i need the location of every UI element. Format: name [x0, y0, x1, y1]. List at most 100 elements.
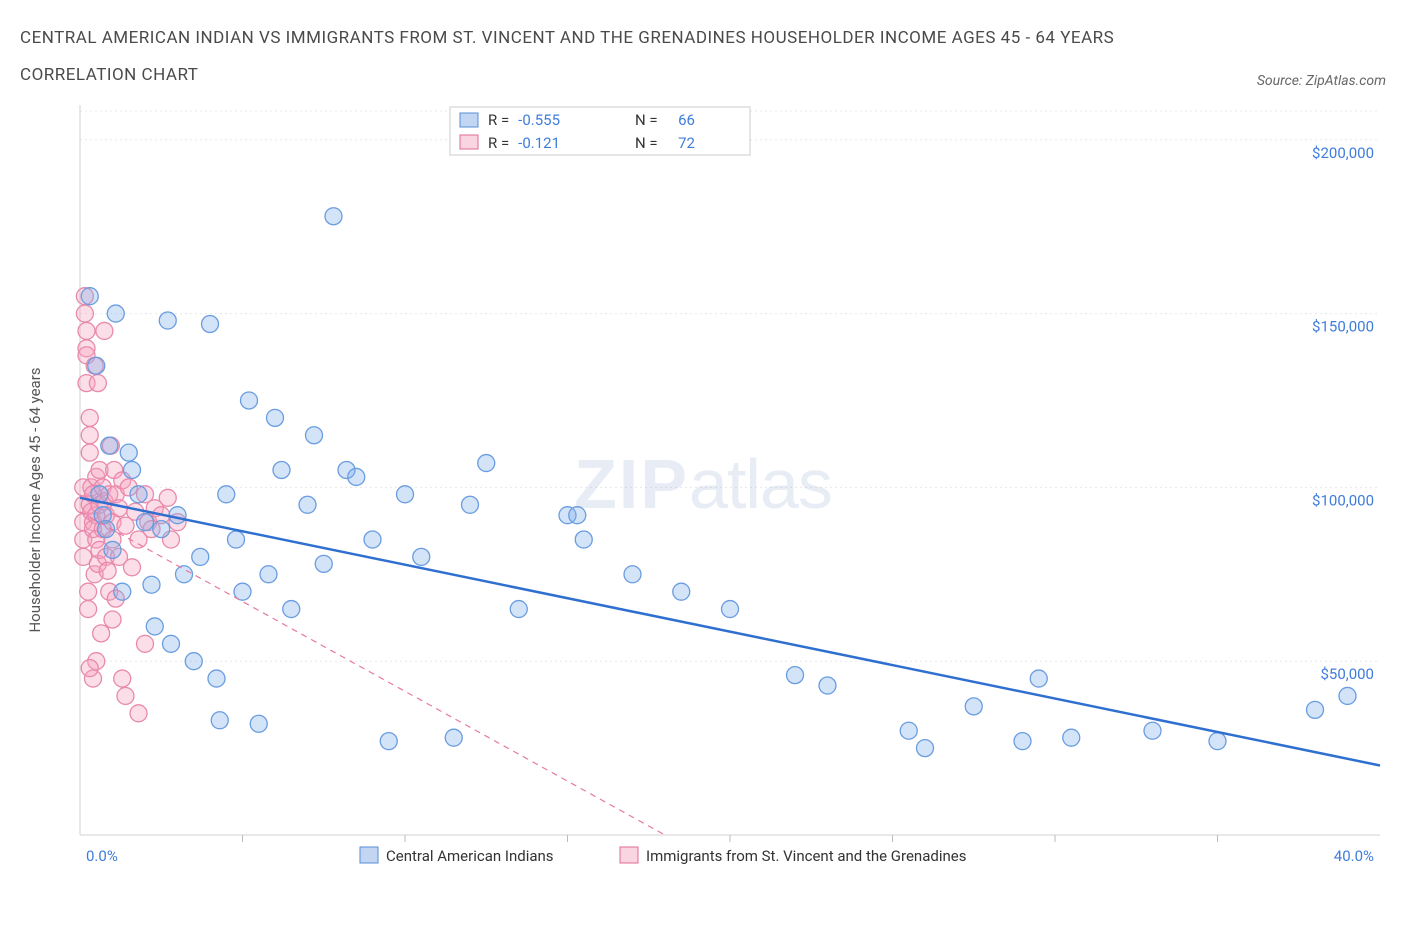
data-point: [81, 287, 98, 304]
header: CENTRAL AMERICAN INDIAN VS IMMIGRANTS FR…: [20, 20, 1386, 95]
data-point: [120, 444, 137, 461]
data-point: [137, 635, 154, 652]
data-point: [159, 312, 176, 329]
data-point: [114, 583, 131, 600]
data-point: [250, 715, 267, 732]
y-tick-label: $100,000: [1312, 491, 1374, 509]
data-point: [81, 409, 98, 426]
data-point: [273, 461, 290, 478]
data-point: [413, 548, 430, 565]
data-point: [260, 566, 277, 583]
data-point: [1063, 729, 1080, 746]
data-point: [124, 461, 141, 478]
svg-text:66: 66: [678, 111, 695, 129]
data-point: [80, 600, 97, 617]
data-point: [787, 666, 804, 683]
data-point: [93, 625, 110, 642]
data-point: [192, 548, 209, 565]
data-point: [380, 732, 397, 749]
data-point: [159, 489, 176, 506]
y-axis-label: Householder Income Ages 45 - 64 years: [26, 367, 44, 632]
data-point: [130, 705, 147, 722]
data-point: [325, 208, 342, 225]
data-point: [153, 520, 170, 537]
data-point: [176, 566, 193, 583]
data-point: [364, 531, 381, 548]
data-point: [81, 427, 98, 444]
svg-text:R =: R =: [488, 111, 509, 129]
svg-text:N =: N =: [635, 134, 658, 152]
data-point: [397, 486, 414, 503]
data-point: [445, 729, 462, 746]
data-point: [478, 454, 495, 471]
data-point: [96, 322, 113, 339]
data-point: [163, 635, 180, 652]
data-point: [81, 444, 98, 461]
data-point: [722, 600, 739, 617]
data-point: [965, 698, 982, 715]
data-point: [1307, 701, 1324, 718]
data-point: [348, 468, 365, 485]
y-tick-label: $50,000: [1320, 665, 1374, 683]
data-point: [211, 712, 228, 729]
data-point: [114, 670, 131, 687]
data-point: [130, 486, 147, 503]
svg-text:N =: N =: [635, 111, 658, 129]
data-point: [283, 600, 300, 617]
data-point: [306, 427, 323, 444]
chart-container: ZIPatlas $50,000$100,000$150,000$200,000…: [20, 105, 1386, 895]
data-point: [917, 739, 934, 756]
data-point: [89, 374, 106, 391]
legend-bottom: Central American Indians Immigrants from …: [360, 847, 966, 865]
data-point: [101, 437, 118, 454]
scatter-chart: $50,000 $100,000 $150,000 $200,000 0.0% 40.0%…: [20, 105, 1386, 895]
source-label: Source: ZipAtlas.com: [1257, 73, 1386, 95]
data-point: [117, 687, 134, 704]
data-point: [819, 677, 836, 694]
data-point: [569, 506, 586, 523]
x-tick-label: 40.0%: [1334, 847, 1374, 865]
data-point: [1014, 732, 1031, 749]
data-point: [81, 659, 98, 676]
data-point: [80, 583, 97, 600]
regression-line-blue: [80, 498, 1380, 766]
data-point: [241, 392, 258, 409]
data-point: [143, 576, 160, 593]
svg-text:Central American Indians: Central American Indians: [386, 847, 554, 865]
data-point: [1144, 722, 1161, 739]
data-point: [78, 322, 95, 339]
svg-text:-0.121: -0.121: [518, 134, 560, 152]
data-point: [624, 566, 641, 583]
data-point: [315, 555, 332, 572]
data-point: [104, 611, 121, 628]
data-point: [510, 600, 527, 617]
data-point: [137, 513, 154, 530]
data-point: [124, 559, 141, 576]
data-point: [185, 652, 202, 669]
data-point: [76, 305, 93, 322]
y-tick-label: $200,000: [1312, 144, 1374, 162]
data-point: [107, 305, 124, 322]
data-point: [575, 531, 592, 548]
svg-text:Immigrants from St. Vincent an: Immigrants from St. Vincent and the Gren…: [646, 847, 966, 865]
data-point: [673, 583, 690, 600]
data-point: [1030, 670, 1047, 687]
data-point: [267, 409, 284, 426]
svg-text:72: 72: [678, 134, 695, 152]
data-point: [202, 315, 219, 332]
data-point: [99, 562, 116, 579]
data-point: [88, 357, 105, 374]
chart-title: CENTRAL AMERICAN INDIAN VS IMMIGRANTS FR…: [20, 20, 1170, 95]
legend-top: R = -0.555 N = 66 R = -0.121 N = 72: [450, 107, 750, 155]
data-point: [104, 541, 121, 558]
data-point: [208, 670, 225, 687]
svg-text:R =: R =: [488, 134, 509, 152]
y-tick-label: $150,000: [1312, 317, 1374, 335]
svg-text:-0.555: -0.555: [518, 111, 560, 129]
data-point: [462, 496, 479, 513]
x-tick-label: 0.0%: [86, 847, 118, 865]
data-point: [1209, 732, 1226, 749]
data-point: [900, 722, 917, 739]
data-point: [299, 496, 316, 513]
data-point: [228, 531, 245, 548]
